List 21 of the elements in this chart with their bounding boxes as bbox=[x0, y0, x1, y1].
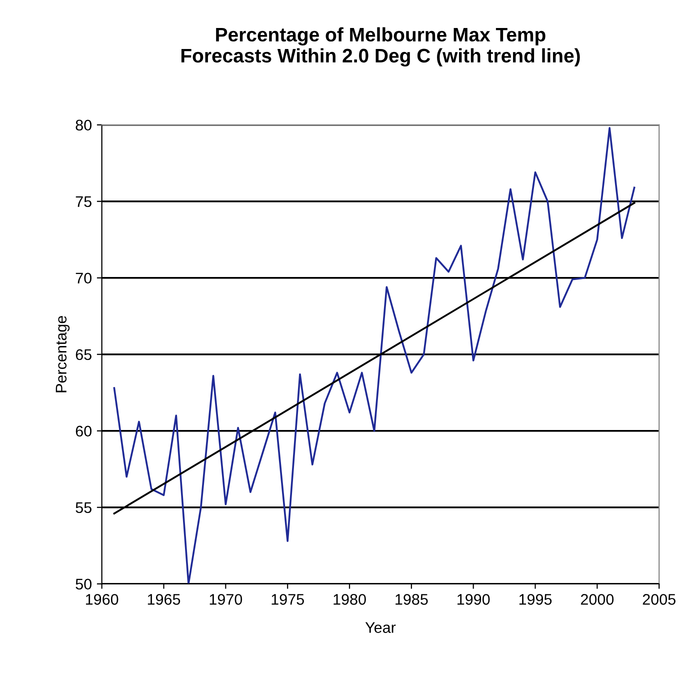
x-tick-label: 1975 bbox=[272, 594, 304, 605]
line-series bbox=[113, 127, 636, 584]
x-tick-label: 1980 bbox=[334, 594, 366, 605]
x-tick-label: 1985 bbox=[396, 594, 428, 605]
y-axis-title: Percentage bbox=[56, 316, 70, 392]
y-tick-label: 80 bbox=[76, 120, 92, 131]
y-tick-label: 65 bbox=[76, 349, 92, 360]
x-tick-label: 1990 bbox=[458, 594, 490, 605]
x-tick-label: 2000 bbox=[580, 594, 614, 605]
y-tick-label: 75 bbox=[76, 196, 92, 208]
x-axis-title: Year bbox=[365, 622, 396, 633]
chart-title: Percentage of Melbourne Max Temp Forecasts Within 2.0 Deg C (with trend line) bbox=[181, 27, 580, 66]
y-tick-label: 55 bbox=[76, 502, 92, 514]
y-tick-label: 50 bbox=[76, 578, 92, 590]
y-tick-label: 60 bbox=[76, 426, 92, 437]
x-tick-label: 2005 bbox=[642, 594, 676, 605]
x-tick-label: 1970 bbox=[210, 594, 242, 605]
x-tick-label: 1995 bbox=[519, 594, 552, 605]
x-tick-label: 1965 bbox=[148, 594, 180, 605]
x-tick-label: 1960 bbox=[86, 594, 118, 605]
y-tick-label: 70 bbox=[76, 272, 92, 284]
